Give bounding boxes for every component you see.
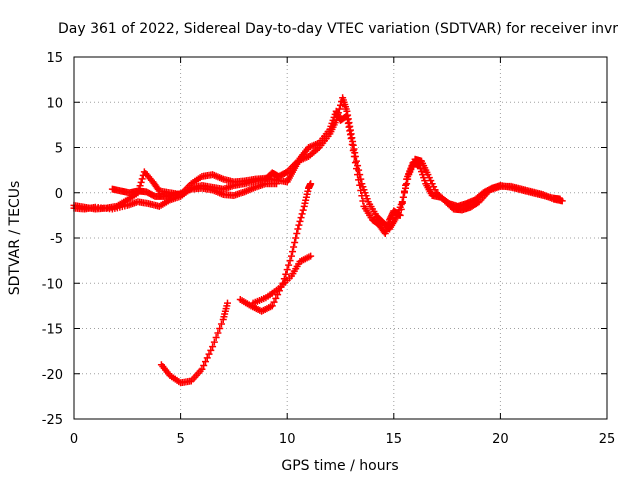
plot-frame — [73, 56, 608, 420]
data-point-interp — [333, 113, 341, 121]
y-axis-ticks: -25 -20 -15 -10 -5 0 5 10 15 — [42, 51, 607, 428]
data-point — [198, 365, 206, 373]
data-point-interp — [217, 320, 225, 328]
y-tick-label: 10 — [46, 96, 63, 111]
data-point-interp — [337, 101, 344, 109]
data-point — [558, 197, 566, 205]
data-point-interp — [403, 180, 411, 188]
data-point-interp — [357, 186, 365, 194]
data-point-interp — [205, 350, 213, 358]
data-point — [307, 180, 315, 188]
data-point-interp — [296, 217, 304, 225]
x-tick-label: 15 — [386, 432, 403, 447]
series-arc-rise-low — [236, 180, 315, 315]
y-axis-label: SDTVAR / TECUs — [7, 181, 23, 296]
data-series — [70, 94, 566, 387]
data-point-interp — [298, 210, 306, 218]
data-point-interp — [282, 270, 290, 278]
data-point-interp — [299, 206, 307, 214]
y-tick-label: -10 — [42, 277, 63, 292]
data-point-interp — [295, 221, 303, 229]
data-point — [273, 180, 281, 188]
chart-title: Day 361 of 2022, Sidereal Day-to-day VTE… — [58, 21, 618, 37]
data-point — [332, 116, 340, 124]
y-tick-label: -15 — [42, 323, 63, 338]
data-point-interp — [402, 184, 410, 192]
data-point-interp — [210, 338, 218, 346]
data-point — [209, 343, 217, 351]
data-point-interp — [400, 189, 408, 197]
data-point — [287, 252, 295, 260]
data-point-interp — [404, 175, 412, 183]
data-point-interp — [355, 166, 363, 174]
data-point — [307, 252, 315, 260]
x-axis-ticks: 0 5 10 15 20 25 — [70, 57, 615, 447]
data-point-interp — [214, 329, 222, 337]
data-point-interp — [399, 193, 407, 201]
data-point-interp — [272, 294, 280, 302]
y-tick-label: -20 — [42, 368, 63, 383]
data-point-interp — [270, 298, 278, 306]
data-point-interp — [138, 175, 146, 183]
series-arc-main-1 — [70, 107, 564, 237]
data-point — [294, 225, 302, 233]
data-point-interp — [293, 229, 301, 237]
series-arc-deep-low — [157, 299, 232, 387]
data-point-interp — [352, 157, 360, 165]
data-point-interp — [201, 358, 209, 366]
y-tick-label: 15 — [46, 51, 63, 66]
x-tick-label: 20 — [492, 432, 509, 447]
data-point-interp — [286, 257, 294, 265]
data-point-interp — [356, 171, 364, 179]
y-tick-label: 5 — [55, 142, 63, 157]
data-point-interp — [216, 325, 224, 332]
series-arc-main-2 — [70, 94, 566, 233]
x-tick-label: 10 — [279, 432, 296, 447]
x-tick-label: 5 — [176, 432, 184, 447]
data-point-interp — [200, 361, 208, 369]
data-point-interp — [207, 346, 215, 354]
data-point-interp — [290, 243, 298, 251]
series-arc-mid-loop — [108, 180, 281, 200]
data-point-interp — [291, 239, 299, 247]
y-tick-label: 0 — [55, 187, 63, 202]
data-point-interp — [357, 175, 365, 183]
data-point — [268, 302, 276, 310]
y-tick-label: -25 — [42, 413, 63, 428]
data-point-interp — [289, 248, 297, 256]
data-point — [224, 299, 232, 307]
x-tick-label: 25 — [599, 432, 616, 447]
y-tick-label: -5 — [50, 232, 63, 247]
data-point-interp — [212, 334, 220, 342]
data-point — [398, 198, 406, 206]
x-tick-label: 0 — [70, 432, 78, 447]
x-axis-label: GPS time / hours — [281, 458, 398, 474]
grid-lines — [74, 57, 607, 419]
series-arc-rise-mid — [249, 252, 315, 307]
data-point-interp — [335, 105, 343, 113]
data-point-interp — [292, 234, 300, 242]
data-point-interp — [354, 162, 362, 170]
data-point-interp — [334, 109, 342, 117]
data-point-interp — [283, 266, 291, 274]
data-point-interp — [359, 197, 367, 205]
data-point-interp — [285, 261, 293, 269]
data-point — [351, 153, 359, 161]
data-point-interp — [203, 354, 211, 362]
data-point-interp — [137, 178, 145, 186]
data-point-interp — [297, 214, 305, 222]
